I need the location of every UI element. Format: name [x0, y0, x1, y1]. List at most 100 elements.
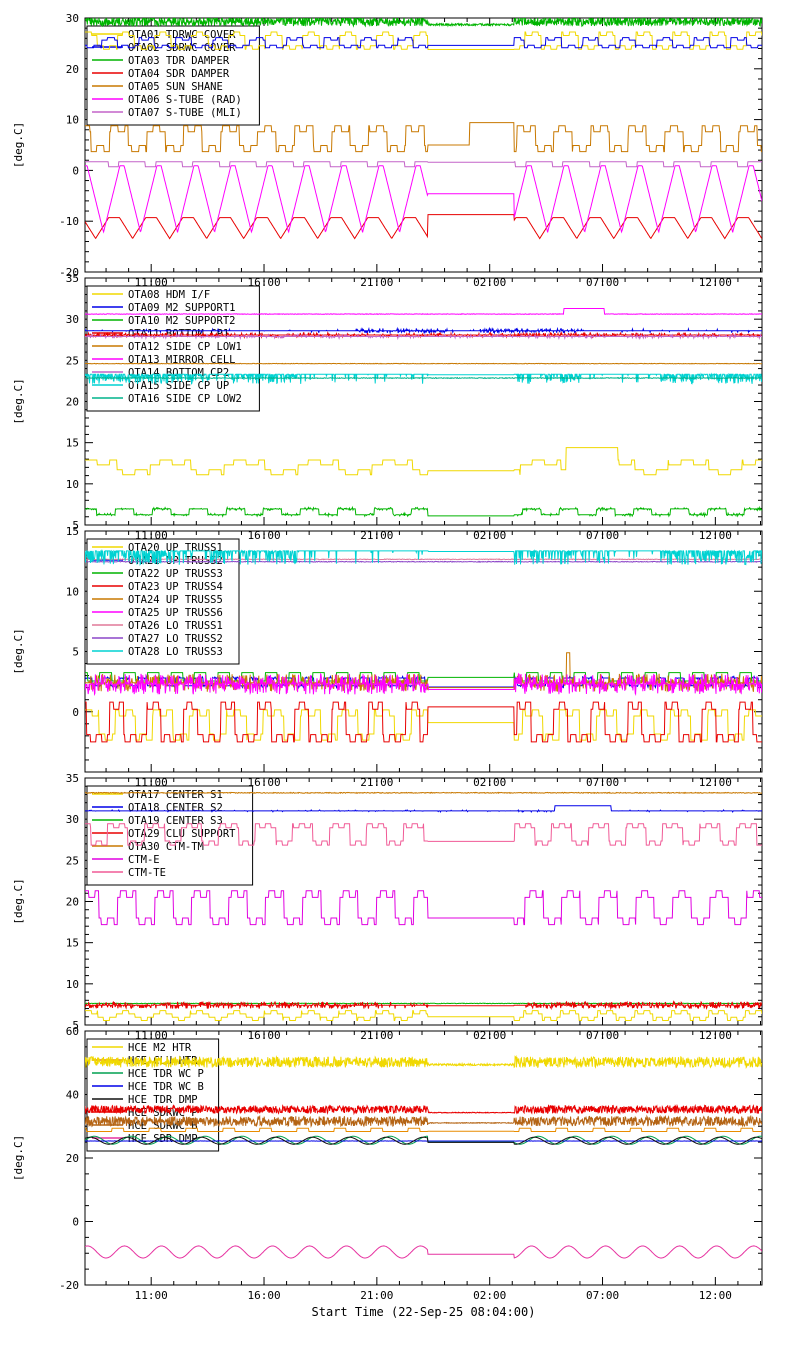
legend-label: OTA03 TDR DAMPER	[128, 55, 230, 67]
series-ota29-clu-support	[85, 1002, 762, 1009]
x-tick-label: 02:00	[473, 1029, 506, 1042]
x-tick-label: 07:00	[586, 1029, 619, 1042]
x-tick-label: 21:00	[360, 1289, 393, 1302]
x-tick-label: 12:00	[699, 529, 732, 542]
x-tick-label: 07:00	[586, 276, 619, 289]
series-hce-sdrwc-b	[85, 1116, 762, 1126]
y-tick-label: 10	[66, 585, 79, 598]
y-tick-label: 35	[66, 772, 79, 785]
legend-label: OTA08 HDM I/F	[128, 289, 210, 301]
legend-label: OTA04 SDR DAMPER	[128, 68, 230, 80]
x-tick-label: 12:00	[699, 276, 732, 289]
legend-label: OTA18 CENTER S2	[128, 802, 223, 814]
x-tick-label: 16:00	[247, 529, 280, 542]
series-ota05-sun-shane	[85, 123, 762, 152]
x-tick-label: 21:00	[360, 776, 393, 789]
y-axis-title: [deg.C]	[12, 878, 25, 924]
y-tick-label: 20	[66, 63, 79, 76]
series-ota08-hdm-i-f	[85, 448, 762, 475]
legend-label: OTA05 SUN SHANE	[128, 81, 223, 93]
series-ota30-ctm-tm	[85, 792, 762, 793]
legend-label: OTA23 UP TRUSS4	[128, 581, 223, 593]
legend-label: OTA10 M2 SUPPORT2	[128, 315, 235, 327]
y-tick-label: 20	[66, 396, 79, 409]
y-tick-label: -20	[59, 1279, 79, 1292]
legend-label: HCE M2 HTR	[128, 1042, 192, 1054]
y-tick-label: 25	[66, 854, 79, 867]
legend-label: OTA30 CTM-TM	[128, 841, 204, 853]
y-tick-label: 15	[66, 525, 79, 538]
x-tick-label: 16:00	[247, 1029, 280, 1042]
x-tick-label: 02:00	[473, 529, 506, 542]
panel-5: -200204060[deg.C]HCE M2 HTRHCE CLU HTRHC…	[12, 1025, 762, 1292]
y-tick-label: 0	[72, 164, 79, 177]
x-tick-label: 12:00	[699, 1029, 732, 1042]
legend-label: HCE TDR WC P	[128, 1068, 204, 1080]
x-tick-label: 07:00	[586, 776, 619, 789]
legend-label: OTA15 SIDE CP UP	[128, 380, 229, 392]
y-tick-label: 0	[72, 1216, 79, 1229]
legend-label: OTA16 SIDE CP LOW2	[128, 393, 242, 405]
legend-label: CTM-E	[128, 854, 160, 866]
series-ctm-e	[85, 891, 762, 925]
x-tick-label: 02:00	[473, 1289, 506, 1302]
x-tick-label: 12:00	[699, 1289, 732, 1302]
x-tick-label: 07:00	[586, 1289, 619, 1302]
y-tick-label: 30	[66, 813, 79, 826]
legend-label: OTA27 LO TRUSS2	[128, 633, 223, 645]
series-ota25-up-truss6	[85, 674, 762, 694]
legend-label: HCE TDR WC B	[128, 1081, 204, 1093]
legend-label: OTA07 S-TUBE (MLI)	[128, 107, 242, 119]
legend-label: OTA09 M2 SUPPORT1	[128, 302, 235, 314]
series-ota16-side-cp-low2	[85, 378, 762, 379]
x-tick-label: 11:00	[135, 776, 168, 789]
telemetry-screenshot: -20-100102030[deg.C]OTA01 TDRWC COVEROTA…	[0, 0, 800, 1350]
legend-label: CTM-TE	[128, 867, 166, 879]
telemetry-chart: -20-100102030[deg.C]OTA01 TDRWC COVEROTA…	[0, 0, 800, 1350]
panel-2: 5101520253035[deg.C]OTA08 HDM I/FOTA09 M…	[12, 272, 762, 532]
series-ota27-lo-truss2	[85, 561, 762, 562]
series-hce-sdr-dmp	[85, 1246, 762, 1258]
y-tick-label: 25	[66, 354, 79, 367]
legend-label: HCE TDR DMP	[128, 1094, 198, 1106]
series-ota12-side-cp-low1	[85, 363, 762, 364]
y-axis-title: [deg.C]	[12, 1135, 25, 1181]
y-tick-label: 10	[66, 478, 79, 491]
legend-label: OTA28 LO TRUSS3	[128, 646, 223, 658]
y-tick-label: 40	[66, 1089, 79, 1102]
x-tick-label: 11:00	[135, 1029, 168, 1042]
y-tick-label: 30	[66, 313, 79, 326]
x-tick-label: 16:00	[247, 776, 280, 789]
legend-label: OTA19 CENTER S3	[128, 815, 223, 827]
legend-label: OTA25 UP TRUSS6	[128, 607, 223, 619]
y-tick-label: 15	[66, 437, 79, 450]
y-tick-label: 20	[66, 896, 79, 909]
x-tick-label: 07:00	[586, 529, 619, 542]
y-tick-label: 30	[66, 12, 79, 25]
legend-label: OTA26 LO TRUSS1	[128, 620, 223, 632]
panel-1: -20-100102030[deg.C]OTA01 TDRWC COVEROTA…	[12, 12, 762, 279]
y-tick-label: 10	[66, 114, 79, 127]
legend-label: OTA12 SIDE CP LOW1	[128, 341, 242, 353]
y-tick-label: 15	[66, 937, 79, 950]
y-tick-label: 60	[66, 1025, 79, 1038]
y-axis-title: [deg.C]	[12, 378, 25, 424]
legend-label: OTA02 SDRWC COVER	[128, 42, 236, 54]
x-tick-label: 02:00	[473, 276, 506, 289]
x-tick-label: 12:00	[699, 776, 732, 789]
x-tick-label: 21:00	[360, 276, 393, 289]
y-tick-label: 5	[72, 646, 79, 659]
y-tick-label: 35	[66, 272, 79, 285]
series-ota10-m2-support2	[85, 508, 762, 517]
x-tick-label: 16:00	[247, 276, 280, 289]
legend-label: OTA24 UP TRUSS5	[128, 594, 223, 606]
x-tick-label: 11:00	[135, 276, 168, 289]
x-axis-title: Start Time (22-Sep-25 08:04:00)	[312, 1305, 536, 1319]
y-tick-label: -10	[59, 215, 79, 228]
y-axis-title: [deg.C]	[12, 628, 25, 674]
y-tick-label: 10	[66, 978, 79, 991]
panel-4: 5101520253035[deg.C]OTA17 CENTER S1OTA18…	[12, 772, 762, 1032]
y-tick-label: 0	[72, 706, 79, 719]
x-tick-label: 16:00	[247, 1289, 280, 1302]
series-ota07-s-tube-mli-	[85, 162, 762, 167]
